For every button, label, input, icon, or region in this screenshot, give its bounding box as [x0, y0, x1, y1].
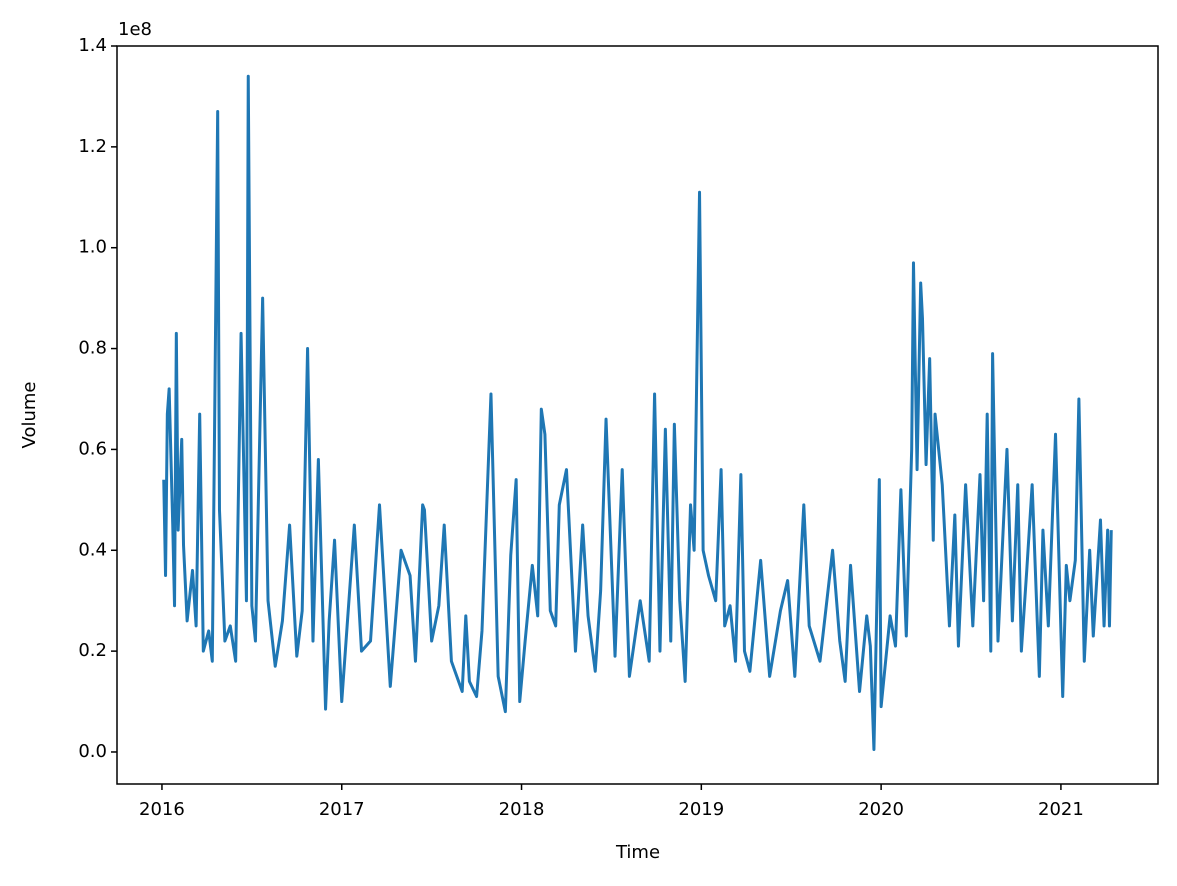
x-tick-label: 2019 [678, 799, 724, 820]
x-axis-label: Time [615, 842, 660, 863]
y-tick-label: 0.4 [78, 539, 107, 560]
y-tick-label: 0.0 [78, 741, 107, 762]
y-tick-label: 0.8 [78, 338, 107, 359]
plot-frame [116, 45, 1159, 785]
x-tick-label: 2016 [139, 799, 185, 820]
y-tick-label: 0.2 [78, 640, 107, 661]
y-axis-label: Volume [19, 382, 40, 449]
x-tick-label: 2021 [1038, 799, 1084, 820]
y-tick-label: 0.6 [78, 438, 107, 459]
x-tick-label: 2020 [858, 799, 904, 820]
y-tick-label: 1.2 [78, 136, 107, 157]
x-tick-label: 2017 [319, 799, 365, 820]
data-line [162, 74, 1113, 751]
y-tick-label: 1.4 [78, 35, 107, 56]
y-offset-label: 1e8 [118, 19, 152, 40]
y-tick-label: 1.0 [78, 237, 107, 258]
x-tick-label: 2018 [499, 799, 545, 820]
